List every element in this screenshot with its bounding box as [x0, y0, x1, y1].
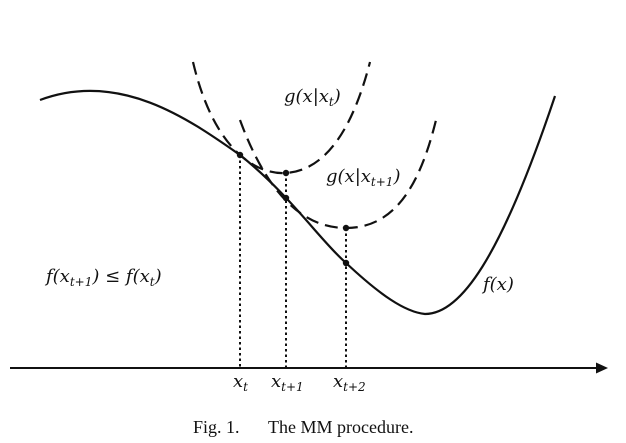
point-xt-on-f [236, 151, 244, 159]
label-f-x: f(x) [481, 274, 514, 295]
point-xt1-on-f [282, 194, 290, 202]
label-descent-inequality: f(xt+1) ≤ f(xt) [44, 266, 162, 289]
point-xt2-on-f [342, 259, 350, 267]
axis-label-xt1: xt+1 [271, 371, 304, 394]
x-axis-arrowhead [596, 362, 608, 374]
label-g-xt: g(x|xt) [284, 86, 341, 109]
surrogate-curve-g-xt [191, 61, 372, 175]
axis-label-xt2: xt+2 [333, 371, 366, 394]
point-xt2-min-g [342, 224, 350, 232]
axis-label-xt: xt [233, 371, 248, 394]
figure-caption-text: The MM procedure. [268, 417, 413, 437]
point-xt1-min-g [282, 169, 290, 177]
label-g-xt1: g(x|xt+1) [326, 166, 400, 189]
figure-caption-label: Fig. 1. [193, 417, 240, 437]
